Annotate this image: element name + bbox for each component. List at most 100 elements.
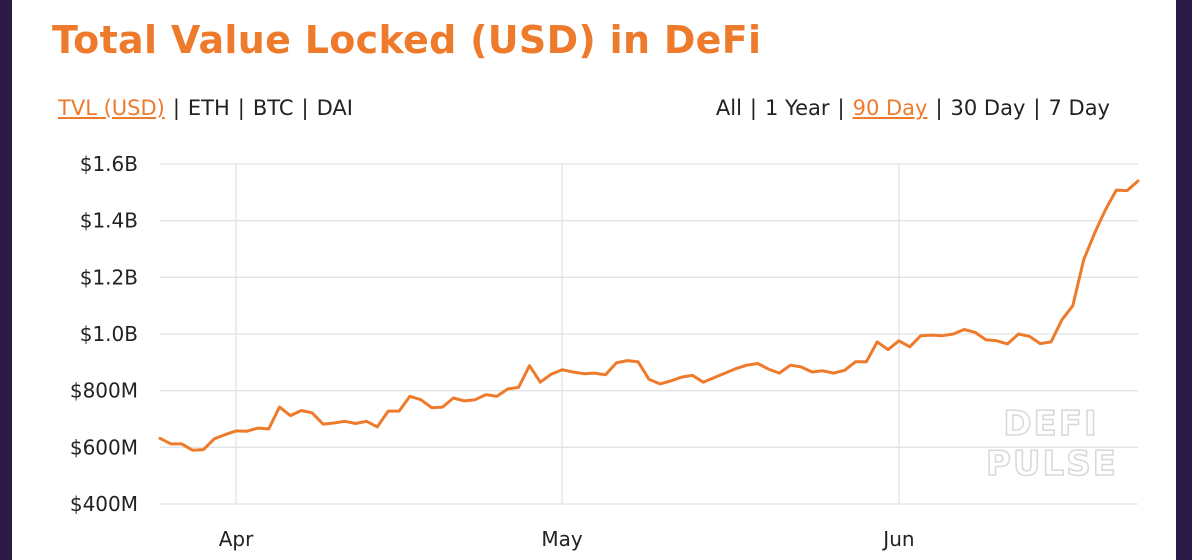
data-point: [767, 368, 770, 371]
data-point: [1028, 335, 1031, 338]
data-point: [658, 382, 661, 385]
data-point: [1093, 232, 1096, 235]
data-point: [441, 406, 444, 409]
data-point: [376, 425, 379, 428]
data-point: [430, 406, 433, 409]
range-option-1-year[interactable]: 1 Year: [765, 96, 830, 120]
data-point: [582, 372, 585, 375]
data-point: [419, 398, 422, 401]
data-point: [561, 368, 564, 371]
data-point: [1006, 342, 1009, 345]
range-toggle: All | 1 Year | 90 Day | 30 Day | 7 Day: [716, 96, 1110, 120]
data-point: [789, 364, 792, 367]
data-point: [485, 393, 488, 396]
separator: |: [935, 96, 943, 120]
data-point: [398, 410, 401, 413]
data-point: [865, 360, 868, 363]
separator: |: [172, 96, 180, 120]
data-point: [995, 339, 998, 342]
data-point: [539, 381, 542, 384]
data-point: [669, 380, 672, 383]
data-point: [897, 339, 900, 342]
data-point: [550, 373, 553, 376]
range-option-90-day[interactable]: 90 Day: [852, 96, 928, 120]
data-point: [452, 397, 455, 400]
data-point: [919, 334, 922, 337]
x-tick-label: Apr: [219, 527, 254, 551]
data-point: [245, 430, 248, 433]
data-point: [354, 422, 357, 425]
separator: |: [237, 96, 245, 120]
y-tick-label: $600M: [70, 435, 138, 459]
data-point: [387, 410, 390, 413]
x-tick-label: May: [541, 527, 583, 551]
data-point: [756, 362, 759, 365]
data-point: [593, 372, 596, 375]
metric-option-dai[interactable]: DAI: [316, 96, 353, 120]
data-point: [517, 386, 520, 389]
data-point: [289, 414, 292, 417]
data-point: [734, 367, 737, 370]
data-point: [908, 345, 911, 348]
data-point: [474, 398, 477, 401]
data-point: [778, 372, 781, 375]
y-tick-label: $1.6B: [80, 152, 138, 176]
data-point: [615, 361, 618, 364]
data-point: [800, 365, 803, 368]
page-title: Total Value Locked (USD) in DeFi: [52, 18, 762, 62]
x-tick-label: Jun: [881, 527, 914, 551]
data-point: [680, 376, 683, 379]
metric-option-btc[interactable]: BTC: [252, 96, 294, 120]
range-option-30-day[interactable]: 30 Day: [950, 96, 1026, 120]
data-point: [811, 371, 814, 374]
metric-option-tvl-usd[interactable]: TVL (USD): [58, 96, 165, 120]
y-tick-label: $1.4B: [80, 209, 138, 233]
metric-toggle: TVL (USD) | ETH | BTC | DAI: [58, 96, 353, 120]
data-point: [604, 373, 607, 376]
data-point: [1126, 189, 1129, 192]
data-point: [365, 420, 368, 423]
data-point: [278, 406, 281, 409]
data-point: [1082, 258, 1085, 261]
data-point: [159, 437, 162, 440]
data-point: [256, 427, 259, 430]
range-option-all[interactable]: All: [715, 96, 742, 120]
data-point: [506, 388, 509, 391]
metric-option-eth[interactable]: ETH: [187, 96, 230, 120]
data-point: [495, 395, 498, 398]
data-point: [887, 348, 890, 351]
watermark-line-1: DEFI: [1003, 403, 1099, 445]
data-point: [343, 420, 346, 423]
data-point: [626, 359, 629, 362]
separator: |: [301, 96, 309, 120]
series-line: [158, 179, 1140, 452]
data-point: [571, 371, 574, 374]
data-point: [213, 437, 216, 440]
data-point: [169, 442, 172, 445]
separator: |: [749, 96, 757, 120]
tvl-line-chart: $1.6B $1.4B $1.2B $1.0B $800M $600M $400M Apr Ma…: [70, 152, 1140, 551]
data-point: [1137, 180, 1140, 183]
data-point: [322, 423, 325, 426]
data-point: [1017, 333, 1020, 336]
y-tick-label: $400M: [70, 492, 138, 516]
data-point: [974, 331, 977, 334]
data-point: [332, 422, 335, 425]
range-option-7-day[interactable]: 7 Day: [1048, 96, 1110, 120]
data-point: [311, 411, 314, 414]
data-point: [1060, 318, 1063, 321]
y-tick-label: $1.2B: [80, 265, 138, 289]
separator: |: [837, 96, 845, 120]
data-point: [1071, 304, 1074, 307]
data-point: [876, 340, 879, 343]
data-point: [202, 448, 205, 451]
data-point: [637, 360, 640, 363]
data-point: [952, 333, 955, 336]
data-point: [267, 427, 270, 430]
data-point: [854, 360, 857, 363]
data-point: [832, 372, 835, 375]
data-point: [191, 449, 194, 452]
data-point: [408, 395, 411, 398]
data-point: [1039, 342, 1042, 345]
data-point: [963, 328, 966, 331]
